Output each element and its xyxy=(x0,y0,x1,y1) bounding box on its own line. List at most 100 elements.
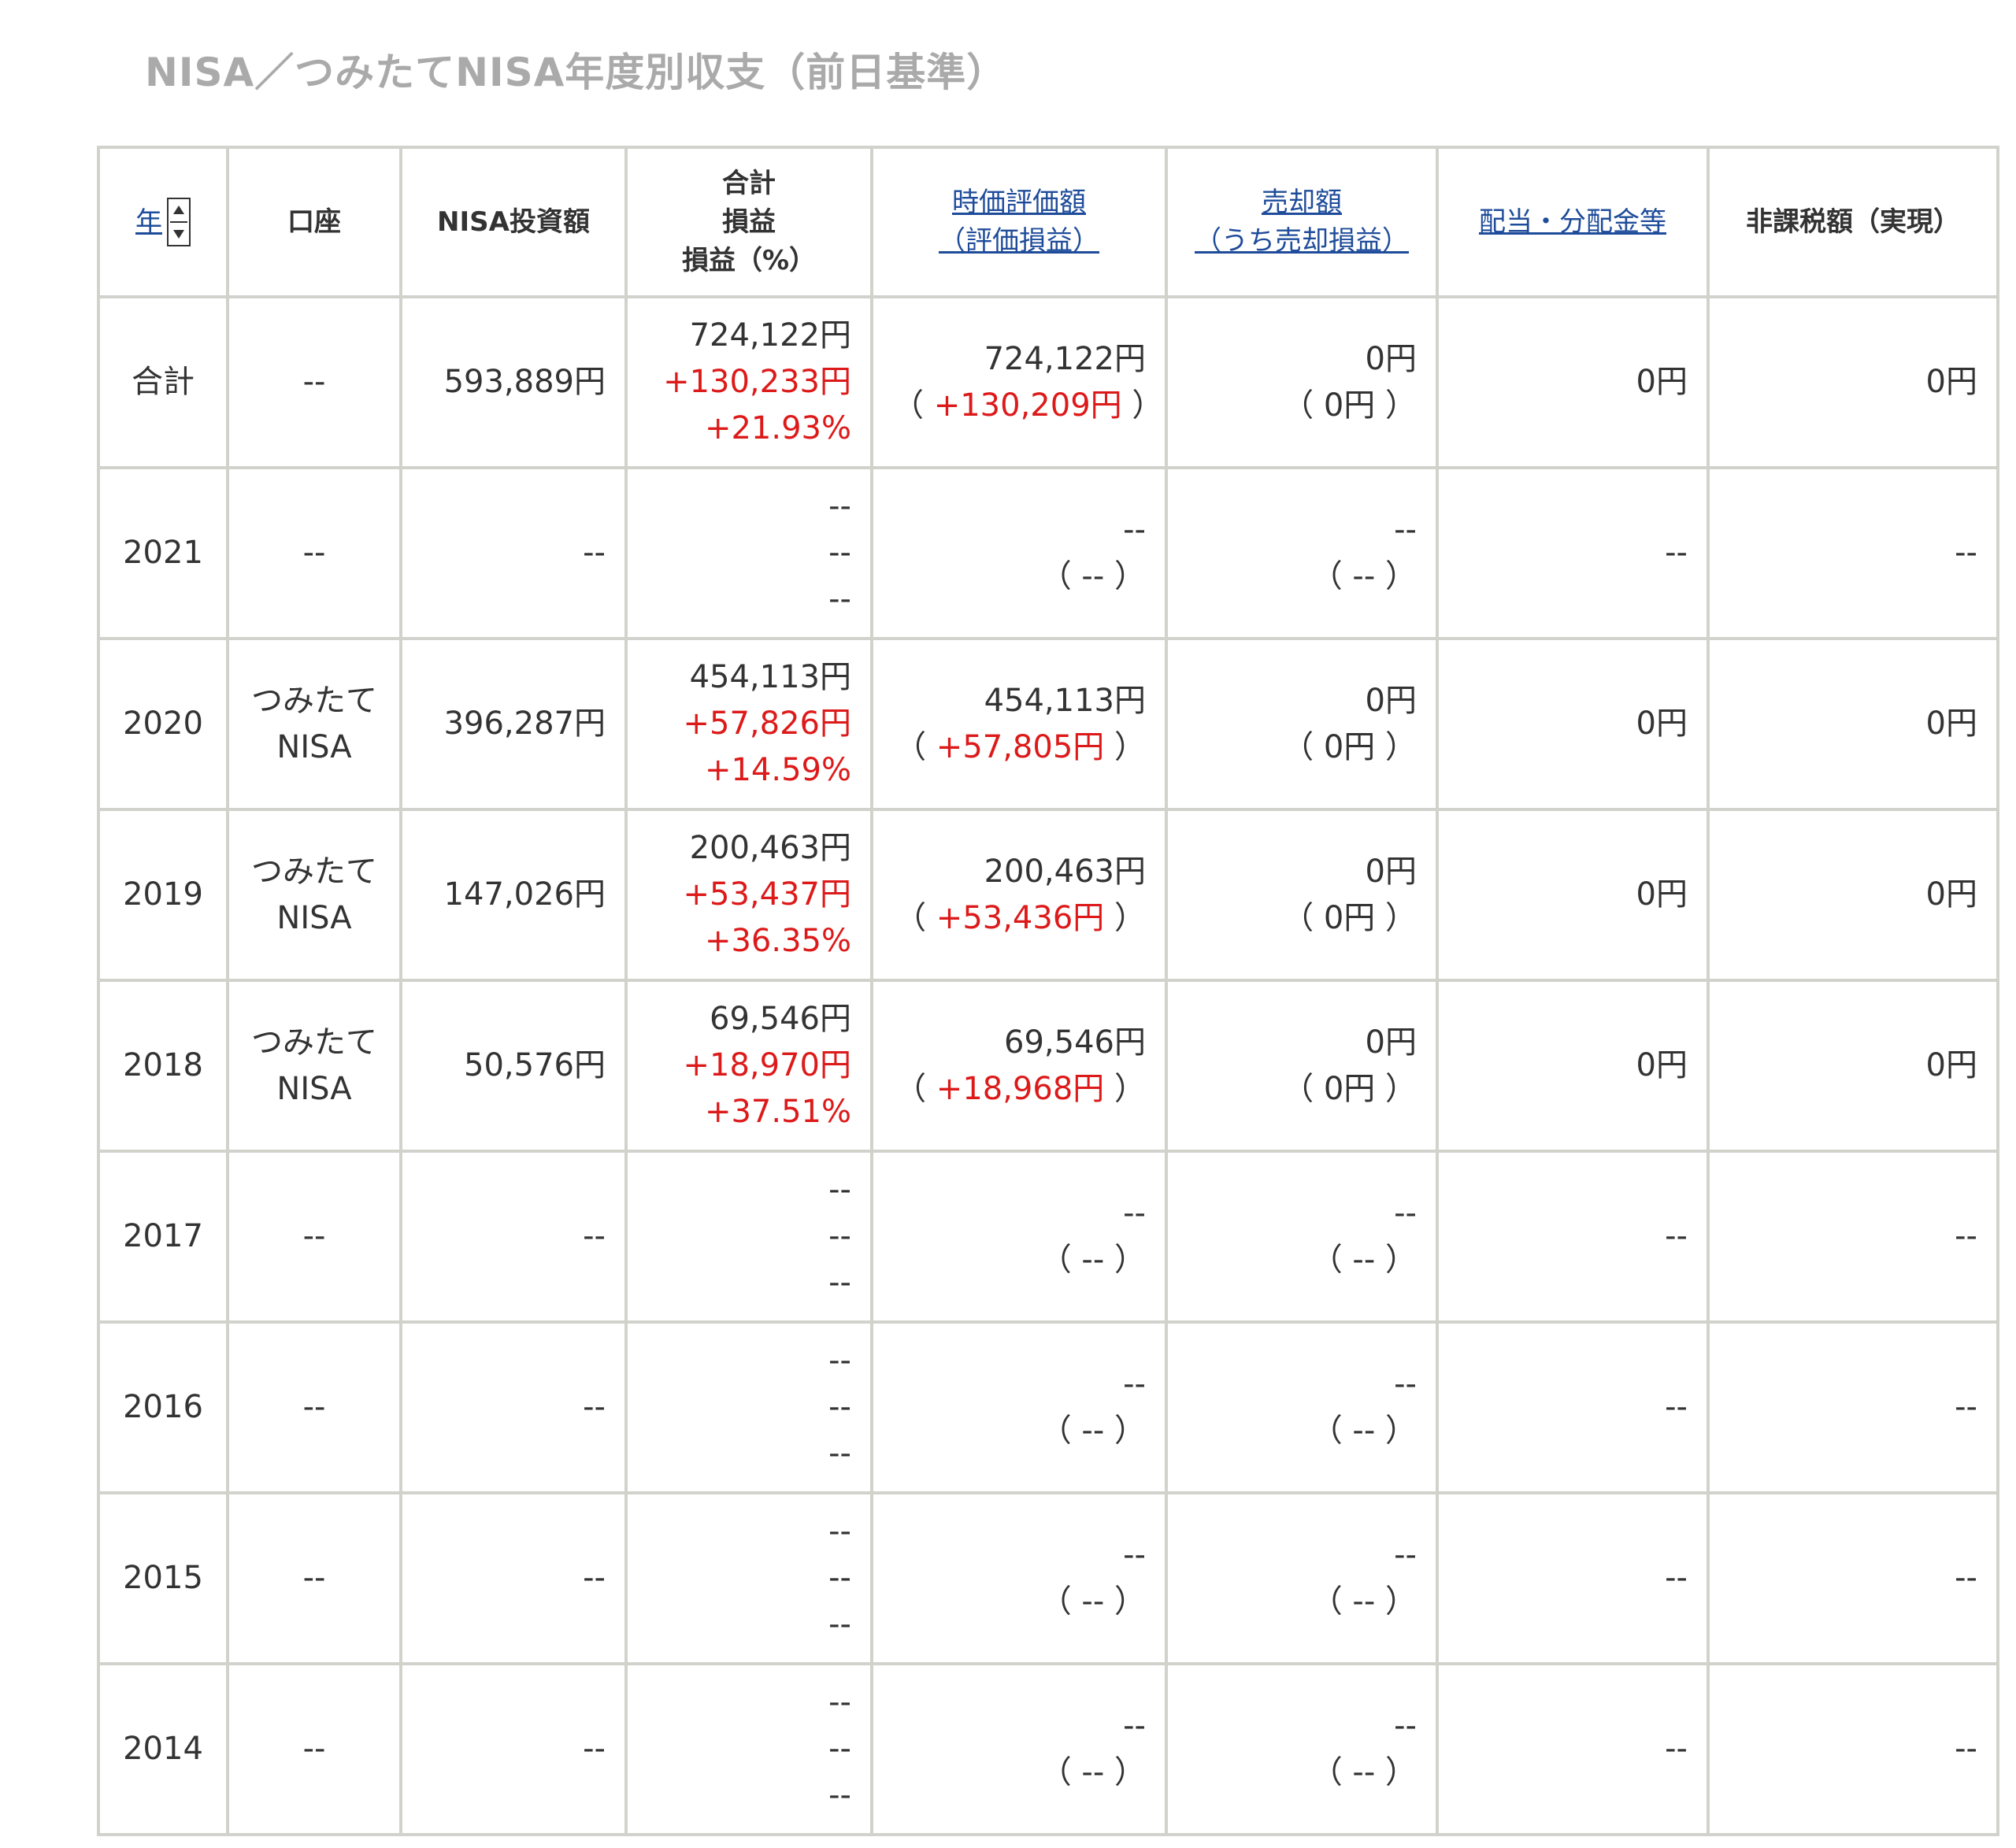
taxfree-value: 0円 xyxy=(1925,876,1977,913)
dividend-link[interactable]: 配当・分配金等 xyxy=(1479,206,1666,238)
paren-open: （ xyxy=(1040,1583,1082,1620)
year-cell: 2016 xyxy=(97,1320,229,1494)
sale-gain: （ 0円 ） xyxy=(1282,728,1417,765)
taxfree-cell: 0円 xyxy=(1707,979,1999,1153)
paren-close: ） xyxy=(1104,1754,1146,1791)
year-cell: 2018 xyxy=(97,979,229,1153)
market-value-cell: -- （ -- ） xyxy=(870,466,1168,640)
dividend-value: 0円 xyxy=(1636,705,1688,742)
sale-cell: -- （ -- ） xyxy=(1165,1320,1439,1494)
market-value-cell: -- （ -- ） xyxy=(870,1662,1168,1836)
sale-amount-link[interactable]: 売却額 xyxy=(1262,187,1342,218)
investment-cell: 593,889円 xyxy=(399,295,628,469)
valuation-gain: +130,209円 xyxy=(933,387,1122,424)
total-gain-percent: +36.35% xyxy=(704,923,851,959)
account-line: NISA xyxy=(276,899,352,936)
sale-gain-link[interactable]: （うち売却損益） xyxy=(1195,225,1409,257)
total-cell: -- -- -- xyxy=(624,1491,873,1665)
sale-gain: （ -- ） xyxy=(1310,557,1417,594)
sort-icon[interactable] xyxy=(167,198,191,246)
year-value: 合計 xyxy=(132,364,195,400)
sale-cell: 0円 （ 0円 ） xyxy=(1165,295,1439,469)
market-value-link[interactable]: 時価評価額 xyxy=(952,187,1086,218)
year-value: 2019 xyxy=(123,876,203,913)
total-gain-percent: -- xyxy=(828,1265,851,1301)
total-value: -- xyxy=(828,1172,851,1208)
taxfree-header: 非課税額（実現） xyxy=(1707,146,1999,298)
page-title: NISA／つみたてNISA年度別収支（前日基準） xyxy=(145,50,1007,95)
table-row: 2019 つみたて NISA 147,026円 200,463円 +53,437円 +36.… xyxy=(97,808,1999,982)
market-value: 724,122円 xyxy=(984,340,1146,377)
taxfree-value: 0円 xyxy=(1925,1047,1977,1083)
dividend-value: -- xyxy=(1665,1389,1688,1425)
account-line: つみたて xyxy=(251,853,377,890)
sale-amount: -- xyxy=(1394,1707,1417,1744)
market-value: 200,463円 xyxy=(984,853,1146,890)
investment-cell: -- xyxy=(399,1150,628,1324)
sale-gain: （ -- ） xyxy=(1310,1754,1417,1791)
dividend-cell: -- xyxy=(1436,1491,1710,1665)
market-value: -- xyxy=(1123,1707,1146,1744)
taxfree-value: -- xyxy=(1955,535,1977,571)
total-cell: 69,546円 +18,970円 +37.51% xyxy=(624,979,873,1153)
total-gain: +57,826円 xyxy=(683,705,851,742)
paren-open: （ xyxy=(895,728,936,765)
account-line: -- xyxy=(302,364,326,400)
valuation-gain-line: （ +18,968円 ） xyxy=(892,1066,1146,1113)
market-value-header: 時価評価額 （評価損益） xyxy=(870,146,1168,298)
total-cell: 454,113円 +57,826円 +14.59% xyxy=(624,637,873,811)
dividend-cell: 0円 xyxy=(1436,808,1710,982)
investment-cell: -- xyxy=(399,1662,628,1836)
year-value: 2014 xyxy=(123,1731,203,1767)
table-row: 2016 -- -- -- -- -- -- （ -- ） -- （ -- ） -- -- xyxy=(97,1320,1999,1494)
market-value: -- xyxy=(1123,1194,1146,1231)
valuation-gain-line: （ -- ） xyxy=(892,1750,1146,1796)
table-row: 2017 -- -- -- -- -- -- （ -- ） -- （ -- ） -- -- xyxy=(97,1150,1999,1324)
table-row: 2020 つみたて NISA 396,287円 454,113円 +57,826円 +14.… xyxy=(97,637,1999,811)
year-cell: 2020 xyxy=(97,637,229,811)
paren-open: （ xyxy=(895,1070,936,1107)
paren-open: （ xyxy=(892,387,934,424)
dividend-value: -- xyxy=(1665,1560,1688,1596)
total-value: -- xyxy=(828,488,851,524)
account-cell: つみたて NISA xyxy=(226,979,402,1153)
valuation-gain-line: （ -- ） xyxy=(892,1579,1146,1625)
sale-cell: 0円 （ 0円 ） xyxy=(1165,637,1439,811)
total-cell: -- -- -- xyxy=(624,466,873,640)
total-gain: +18,970円 xyxy=(683,1047,851,1083)
total-cell: 200,463円 +53,437円 +36.35% xyxy=(624,808,873,982)
sale-gain: （ 0円 ） xyxy=(1282,387,1417,424)
account-cell: -- xyxy=(226,1662,402,1836)
header-row: 年 口座 NISA投資額 合計 損益 損益（%） 時価評価額 （評価損益） 売却… xyxy=(97,146,1999,298)
paren-close: ） xyxy=(1104,1070,1146,1107)
account-line: -- xyxy=(302,1731,326,1767)
account-cell: つみたて NISA xyxy=(226,637,402,811)
account-cell: -- xyxy=(226,1150,402,1324)
account-line: -- xyxy=(302,1560,326,1596)
total-gain-percent: +37.51% xyxy=(704,1094,851,1130)
total-gain-percent: -- xyxy=(828,1606,851,1642)
valuation-gain-line: （ +53,436円 ） xyxy=(892,895,1146,942)
year-cell: 2019 xyxy=(97,808,229,982)
year-sort-link[interactable]: 年 xyxy=(135,206,162,238)
investment-value: 50,576円 xyxy=(464,1047,606,1083)
taxfree-value: -- xyxy=(1955,1389,1977,1425)
paren-close: ） xyxy=(1104,1412,1146,1449)
dividend-cell: -- xyxy=(1436,1320,1710,1494)
dividend-value: 0円 xyxy=(1636,364,1688,400)
taxfree-cell: 0円 xyxy=(1707,637,1999,811)
taxfree-cell: 0円 xyxy=(1707,808,1999,982)
total-value: -- xyxy=(828,1342,851,1379)
total-value: 200,463円 xyxy=(689,830,851,866)
investment-value: 396,287円 xyxy=(443,705,606,742)
sale-amount: 0円 xyxy=(1365,340,1417,377)
investment-header: NISA投資額 xyxy=(399,146,628,298)
valuation-gain-link[interactable]: （評価損益） xyxy=(939,225,1099,257)
paren-open: （ xyxy=(1040,1412,1082,1449)
sale-gain: （ -- ） xyxy=(1310,1241,1417,1278)
year-cell: 2017 xyxy=(97,1150,229,1324)
valuation-gain: +53,436円 xyxy=(936,899,1105,936)
account-cell: つみたて NISA xyxy=(226,808,402,982)
market-value-cell: 454,113円 （ +57,805円 ） xyxy=(870,637,1168,811)
dividend-header: 配当・分配金等 xyxy=(1436,146,1710,298)
